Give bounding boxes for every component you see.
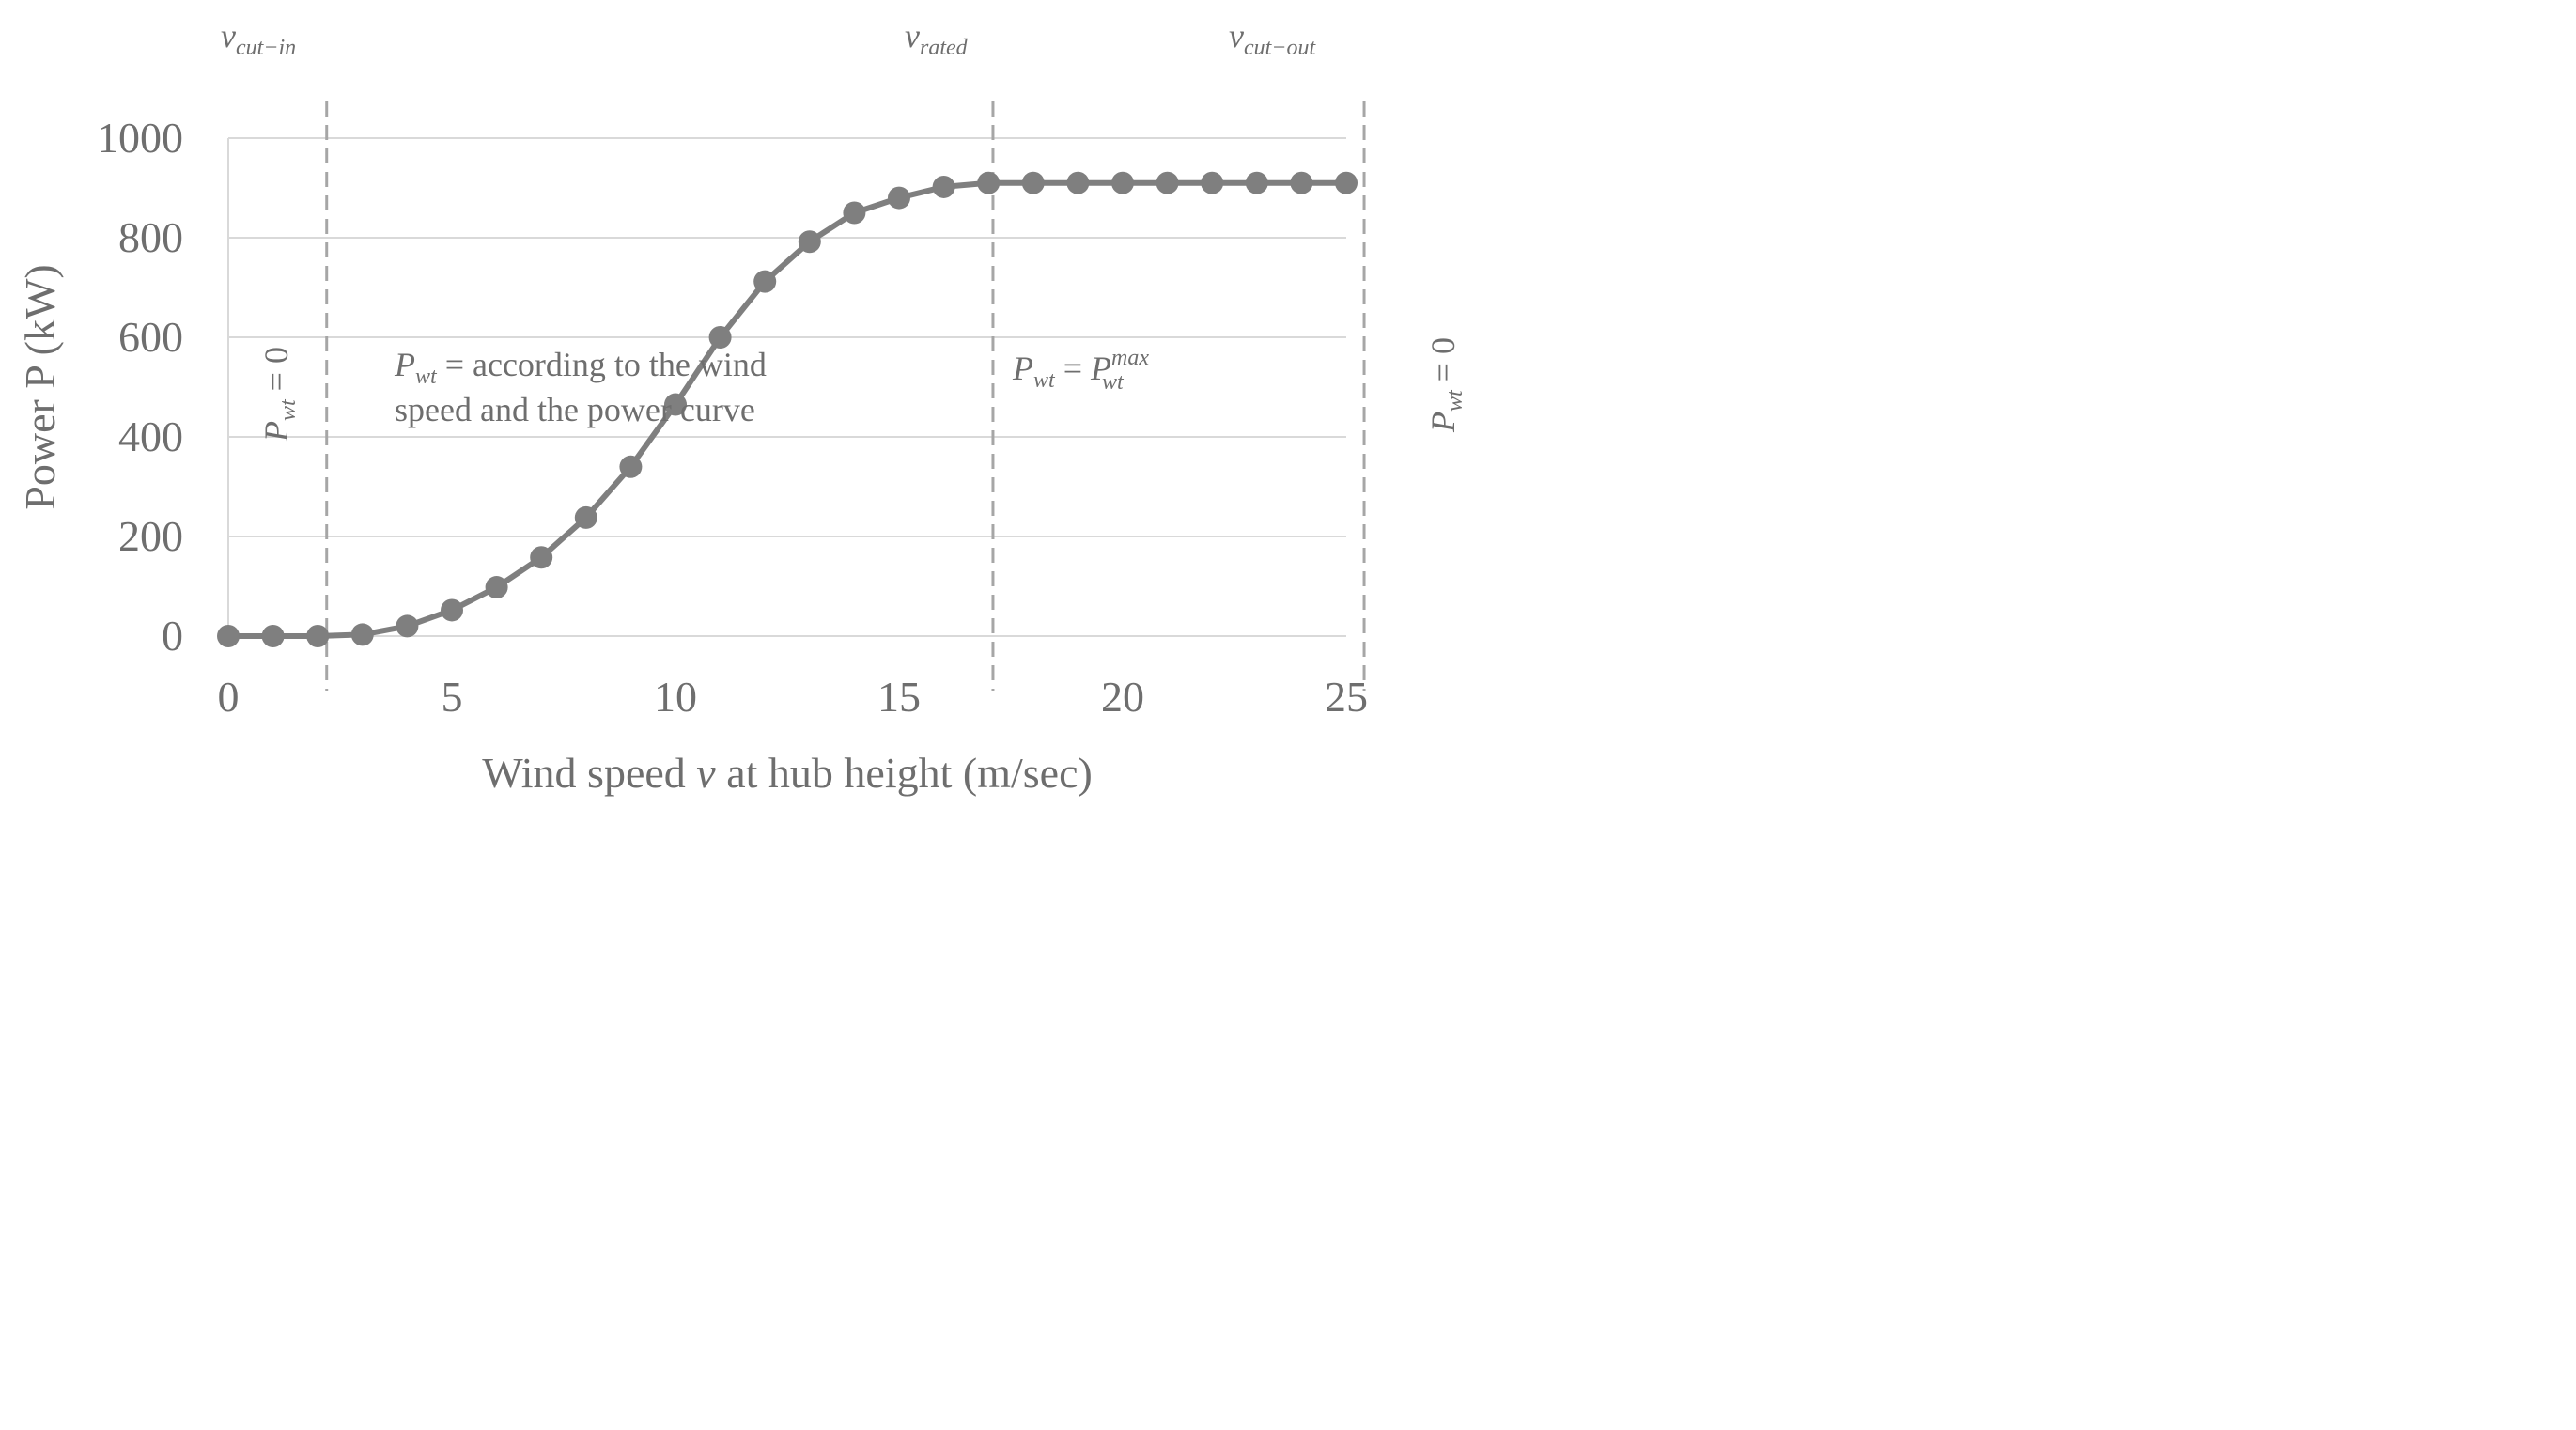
label-v-cut-in: vcut−in <box>221 17 296 60</box>
data-point-22 <box>1201 171 1224 194</box>
y-tick-label-0: 0 <box>162 612 183 660</box>
annotation-region-rated: Pwt = Pmax wt <box>1012 346 1149 395</box>
data-point-1 <box>261 625 285 647</box>
y-tick-labels: 0 200 400 600 800 1000 <box>97 114 183 660</box>
annotation-region-power-curve-line2: speed and the power curve <box>395 391 755 428</box>
label-v-rated: vrated <box>905 17 969 60</box>
y-tick-label-600: 600 <box>118 313 183 361</box>
data-point-3 <box>350 623 374 646</box>
power-curve-chart: 0 200 400 600 800 1000 0 5 10 15 20 25 Power P (kW… <box>16 17 1467 797</box>
y-tick-label-200: 200 <box>118 512 183 560</box>
data-point-5 <box>441 598 463 622</box>
x-axis-title: Wind speed v at hub height (m/sec) <box>482 749 1093 797</box>
data-point-24 <box>1290 171 1313 194</box>
x-axis-title-after: at hub height (m/sec) <box>716 749 1093 797</box>
data-point-10 <box>664 393 687 416</box>
data-point-11 <box>708 326 732 349</box>
data-point-16 <box>932 175 955 198</box>
x-tick-label-25: 25 <box>1325 673 1368 721</box>
data-point-17 <box>977 171 1001 194</box>
y-tick-label-400: 400 <box>118 412 183 460</box>
data-point-15 <box>888 186 910 210</box>
annotation-region-below-cut-in: Pwt = 0 <box>257 347 301 443</box>
y-tick-label-800: 800 <box>118 213 183 261</box>
data-point-8 <box>574 505 597 529</box>
x-tick-label-0: 0 <box>218 673 240 721</box>
grid-lines <box>227 137 1346 637</box>
data-point-23 <box>1245 171 1268 194</box>
annotation-region-above-cut-out: Pwt = 0 <box>1424 337 1467 433</box>
data-point-20 <box>1111 171 1134 194</box>
y-axis-title: Power P (kW) <box>16 264 64 509</box>
x-tick-label-20: 20 <box>1101 673 1144 721</box>
x-axis-title-var: v <box>696 749 716 797</box>
data-point-9 <box>619 455 643 478</box>
x-axis-title-before: Wind speed <box>482 749 696 797</box>
data-point-4 <box>396 614 419 638</box>
series-power-curve <box>217 171 1358 647</box>
label-v-cut-out: vcut−out <box>1229 17 1317 60</box>
regime-boundaries <box>325 101 1366 691</box>
x-tick-label-10: 10 <box>654 673 697 721</box>
data-point-7 <box>530 546 553 569</box>
data-point-25 <box>1335 171 1358 194</box>
y-tick-label-1000: 1000 <box>97 114 183 162</box>
data-point-13 <box>798 230 821 254</box>
data-point-2 <box>306 625 330 647</box>
data-point-0 <box>217 625 240 647</box>
annotation-region-power-curve-line1: Pwt = according to the wind <box>394 346 767 389</box>
data-point-18 <box>1021 171 1045 194</box>
x-tick-labels: 0 5 10 15 20 25 <box>218 673 1369 721</box>
data-point-14 <box>843 201 866 225</box>
data-point-6 <box>485 576 508 599</box>
data-point-19 <box>1066 171 1090 194</box>
x-tick-label-5: 5 <box>442 673 463 721</box>
data-point-12 <box>753 270 777 293</box>
x-tick-label-15: 15 <box>877 673 921 721</box>
data-point-21 <box>1156 171 1179 194</box>
